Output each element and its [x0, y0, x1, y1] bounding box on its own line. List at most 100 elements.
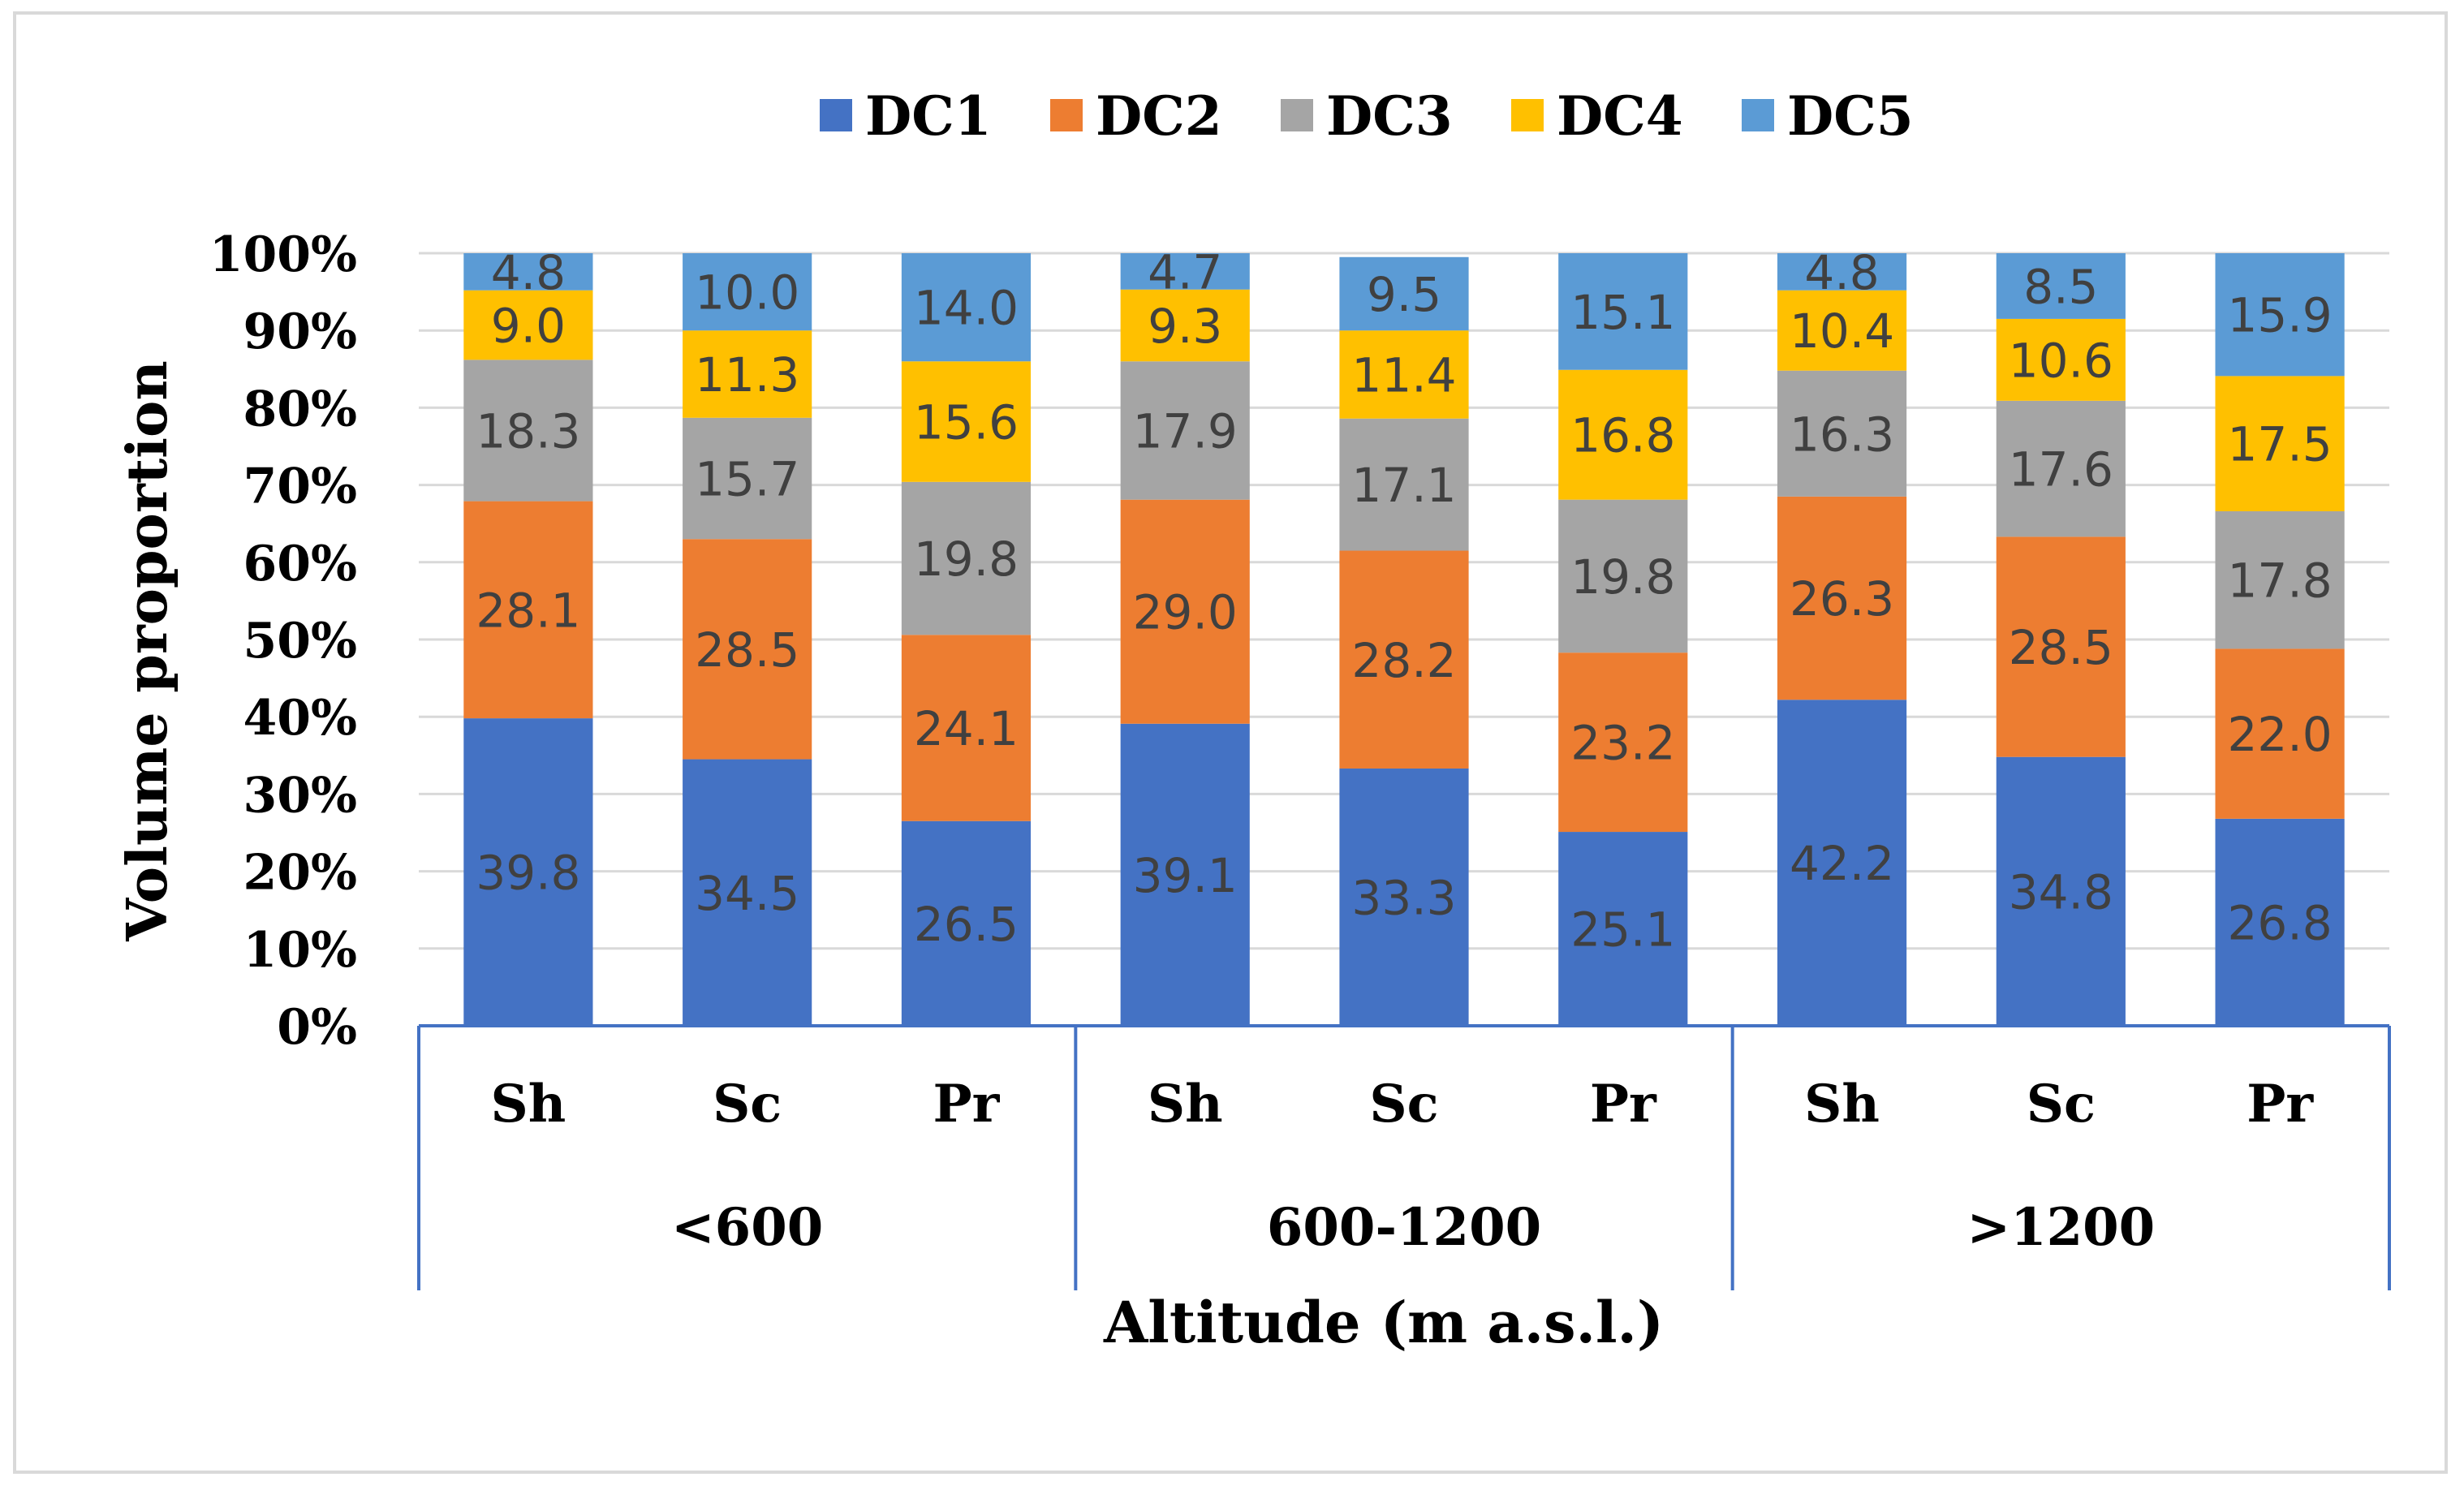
- bar-stack: 39.1 29.0 17.9 9.34.7: [1120, 244, 1250, 1026]
- bar-segment-dc5: [1120, 253, 1250, 290]
- y-axis-title: Volume proportion: [115, 360, 180, 942]
- data-label: 18.3: [476, 403, 580, 459]
- x-category-label: Pr: [933, 1074, 1001, 1135]
- x-category-label: Sc: [2027, 1074, 2096, 1135]
- data-label: 10.0: [695, 265, 799, 321]
- bar-stack: 34.8 28.5 17.6 10.6 8.5: [1996, 253, 2126, 1026]
- data-label: 17.9: [1133, 403, 1238, 459]
- legend-label: DC5: [1787, 84, 1914, 148]
- bar-segment-dc1: [901, 820, 1032, 1026]
- data-label: 28.5: [695, 622, 799, 678]
- data-label: 26.5: [914, 897, 1019, 952]
- bar-stack: 26.5 24.1 19.8 15.6 14.0: [901, 253, 1032, 1026]
- bar-stack: 26.8 22.0 17.8 17.5 15.9: [2215, 253, 2345, 1026]
- legend-swatch: [1742, 99, 1774, 131]
- x-axis: Sh Sc Pr <600 Sh Sc Pr 600-1200 Sh Sc Pr >1200: [417, 1024, 2391, 1290]
- data-label: 39.1: [1133, 848, 1238, 903]
- bar-segment-dc5: [683, 253, 812, 331]
- y-tick-label: 80%: [243, 381, 357, 437]
- bar-segment-dc3: [2215, 510, 2345, 649]
- x-category-label: Sh: [1804, 1074, 1880, 1135]
- x-group-label: >1200: [1966, 1197, 2155, 1258]
- bar-segment-dc5: [1777, 253, 1907, 291]
- x-group-label: 600-1200: [1267, 1197, 1541, 1258]
- legend: DC1 DC2 DC3 DC4 DC5: [820, 84, 1914, 148]
- stacked-bar-chart: 0% 10% 20% 30% 40% 50% 60% 70% 80% 90% 100% 39.8 28…: [115, 84, 2391, 1356]
- bar-segment-dc3: [1120, 361, 1250, 500]
- data-label: 26.3: [1790, 571, 1894, 627]
- bar-stack: 33.3 28.2 17.1 11.4 9.5: [1339, 256, 1469, 1026]
- bar-segment-dc2: [1120, 499, 1250, 724]
- bar-stack: 34.5 28.5 15.7 11.3 10.0: [683, 253, 812, 1026]
- y-tick-label: 100%: [209, 226, 357, 283]
- bar-segment-dc1: [2215, 818, 2345, 1026]
- data-label: 24.1: [914, 701, 1019, 756]
- data-label: 34.8: [2009, 864, 2113, 919]
- data-label: 15.1: [1570, 285, 1675, 340]
- data-label: 9.5: [1367, 267, 1441, 322]
- bar-segment-dc2: [1777, 496, 1907, 700]
- data-label: 33.3: [1351, 870, 1456, 925]
- data-label: 19.8: [1570, 549, 1675, 605]
- data-label: 10.6: [2009, 333, 2113, 388]
- chart-frame: 0% 10% 20% 30% 40% 50% 60% 70% 80% 90% 100% 39.8 28…: [13, 11, 2448, 1474]
- legend-label: DC4: [1557, 84, 1683, 148]
- bar-stack: 25.1 23.2 19.8 16.8 15.1: [1558, 253, 1688, 1026]
- x-group-label: <600: [671, 1197, 823, 1258]
- bar-segment-dc1: [1558, 832, 1688, 1026]
- bar-segment-dc5: [1996, 253, 2126, 319]
- data-label: 17.5: [2228, 417, 2333, 472]
- x-category-label: Sc: [713, 1074, 782, 1135]
- data-label: 16.3: [1790, 407, 1894, 462]
- bar-segment-dc2: [463, 501, 593, 719]
- data-label: 23.2: [1570, 716, 1675, 771]
- bar-segment-dc2: [901, 635, 1032, 821]
- data-label: 17.8: [2228, 553, 2333, 609]
- legend-item: DC2: [1050, 84, 1222, 148]
- data-label: 11.3: [695, 347, 799, 403]
- data-label: 9.0: [491, 299, 566, 354]
- legend-swatch: [1281, 99, 1313, 131]
- legend-label: DC1: [865, 84, 992, 148]
- y-tick-label: 20%: [243, 845, 357, 902]
- data-label: 22.0: [2228, 707, 2333, 762]
- legend-swatch: [1050, 99, 1083, 131]
- data-label: 25.1: [1570, 902, 1675, 958]
- bar-stack: 42.2 26.3 16.3 10.44.8: [1777, 245, 1907, 1026]
- data-label: 9.3: [1148, 299, 1222, 354]
- y-tick-label: 30%: [243, 767, 357, 824]
- bar-segment-dc3: [901, 481, 1032, 635]
- bar-segment-dc1: [1339, 768, 1469, 1026]
- legend-item: DC5: [1742, 84, 1914, 148]
- bar-segment-dc2: [1558, 652, 1688, 833]
- data-label: 15.7: [695, 452, 799, 507]
- x-category-label: Pr: [1590, 1074, 1657, 1135]
- bar-segment-dc2: [1996, 536, 2126, 757]
- x-category-label: Sh: [491, 1074, 566, 1135]
- legend-item: DC1: [820, 84, 992, 148]
- legend-label: DC3: [1326, 84, 1453, 148]
- bar-segment-dc5: [1339, 256, 1469, 331]
- data-label: 11.4: [1351, 347, 1456, 403]
- data-label: 17.6: [2009, 442, 2113, 497]
- bars: 39.828.118.39.04.834.528.515.711.310.026…: [463, 244, 2345, 1026]
- data-label: 19.8: [914, 532, 1019, 587]
- bar-segment-dc5: [463, 253, 593, 291]
- y-tick-label: 60%: [243, 536, 357, 592]
- bar-segment-dc4: [1996, 318, 2126, 401]
- bar-segment-dc3: [1339, 418, 1469, 551]
- y-tick-label: 90%: [243, 304, 357, 360]
- bar-segment-dc4: [1120, 289, 1250, 362]
- bar-segment-dc3: [1996, 400, 2126, 537]
- bar-segment-dc4: [901, 361, 1032, 482]
- data-label: 42.2: [1790, 836, 1894, 891]
- x-category-label: Sh: [1148, 1074, 1223, 1135]
- bar-segment-dc5: [1558, 253, 1688, 370]
- bar-segment-dc3: [1558, 499, 1688, 653]
- data-label: 8.5: [2023, 259, 2098, 314]
- x-category-label: Sc: [1369, 1074, 1438, 1135]
- bar-segment-dc1: [683, 759, 812, 1026]
- data-label: 4.8: [1804, 245, 1879, 300]
- data-label: 16.8: [1570, 408, 1675, 463]
- y-axis-ticks: 0% 10% 20% 30% 40% 50% 60% 70% 80% 90% 100%: [209, 226, 357, 1056]
